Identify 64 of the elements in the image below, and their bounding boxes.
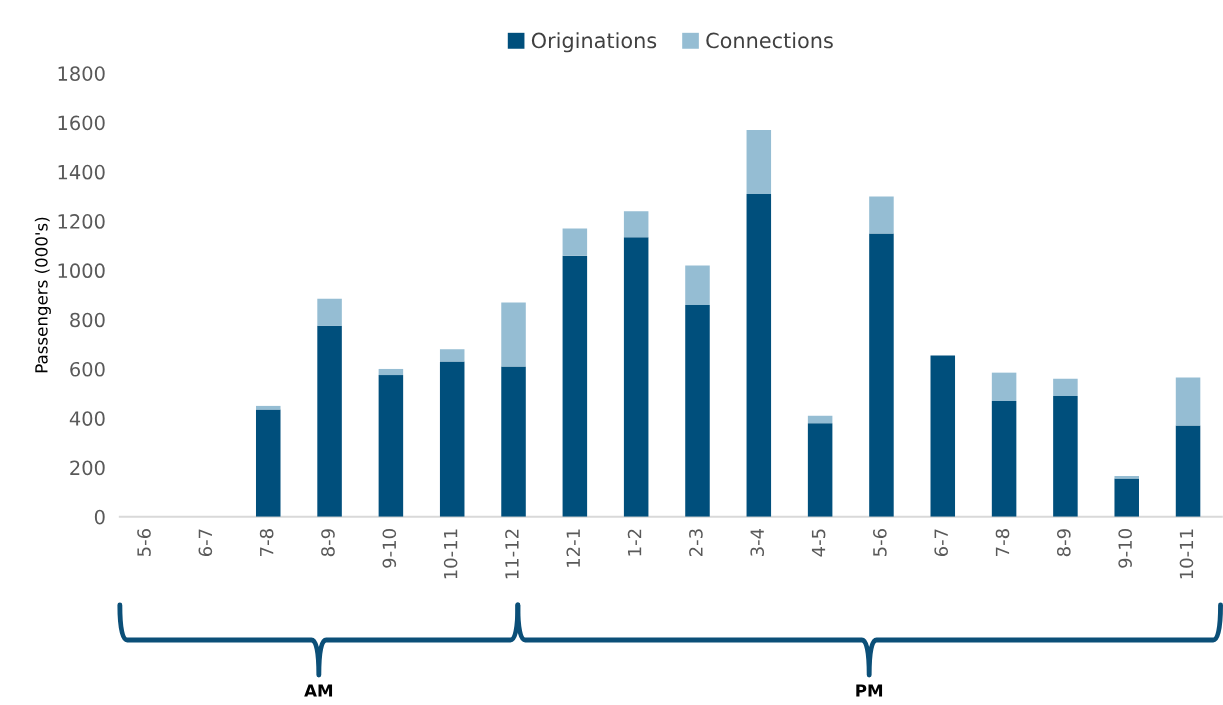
legend-label: Connections [706, 32, 833, 49]
bar [1053, 378, 1078, 397]
x-tick-label: 7-8 [259, 529, 274, 556]
y-tick-label: 200 [70, 460, 105, 476]
text: PM [856, 684, 883, 697]
text: AM [304, 684, 333, 697]
bar [1175, 377, 1201, 426]
x-tick-label: 5-6 [137, 529, 151, 556]
x-tick-label: 2-3 [689, 529, 703, 557]
bar [685, 304, 710, 517]
y-tick-label: 600 [70, 361, 105, 377]
x-tick-label: 6-7 [934, 529, 949, 557]
bar [255, 405, 281, 410]
x-tick-label: 5-6 [873, 529, 887, 556]
x-tick-label: 11-12 [505, 529, 519, 579]
y-tick-label: 1200 [58, 214, 105, 229]
bar [378, 375, 404, 517]
bar [623, 211, 649, 238]
bar [1114, 476, 1139, 479]
y-tick-label: 0 [94, 509, 105, 525]
y-tick-label: 1800 [58, 66, 105, 81]
bar [1114, 478, 1139, 517]
bar [255, 409, 281, 517]
x-tick-label: 3-4 [750, 528, 765, 556]
y-tick-label: 1600 [58, 115, 105, 131]
x-tick-label: 1-2 [627, 529, 642, 556]
bar [930, 355, 956, 517]
x-tick-label: 7-8 [995, 529, 1010, 556]
bar [1053, 396, 1078, 517]
x-tick-label: 6-7 [198, 529, 213, 557]
x-tick-label: 8-9 [321, 529, 335, 557]
bar [439, 349, 465, 362]
y-tick-label: 1400 [58, 164, 105, 180]
bar [991, 372, 1017, 401]
bar [746, 194, 772, 517]
bar [439, 361, 465, 517]
bar [623, 237, 649, 517]
bar [869, 196, 894, 234]
x-tick-label: 10-11 [1179, 529, 1194, 579]
y-axis-title: Passengers (000's) [34, 217, 51, 373]
y-tick-label: 800 [70, 312, 105, 328]
bar [991, 400, 1017, 517]
bar [562, 255, 588, 517]
bar [501, 366, 526, 517]
bar [317, 325, 342, 517]
bar [746, 129, 772, 195]
x-tick-label: 4-5 [811, 529, 826, 557]
bar [501, 302, 526, 367]
x-tick-label: 10-11 [443, 529, 458, 579]
bar [378, 368, 404, 376]
bar [317, 298, 342, 326]
bar [1175, 425, 1201, 517]
legend-label: Originations [531, 32, 657, 53]
bar [807, 415, 833, 424]
y-tick-label: 1000 [58, 263, 105, 279]
bar [562, 228, 588, 256]
y-tick-label: 400 [69, 411, 105, 426]
bar [807, 423, 833, 517]
x-tick-label: 9-10 [382, 529, 397, 568]
bar [869, 233, 894, 517]
x-tick-label: 12-1 [566, 529, 580, 567]
x-tick-label: 9-10 [1118, 529, 1132, 568]
bar [685, 265, 710, 305]
x-tick-label: 8-9 [1056, 529, 1071, 557]
